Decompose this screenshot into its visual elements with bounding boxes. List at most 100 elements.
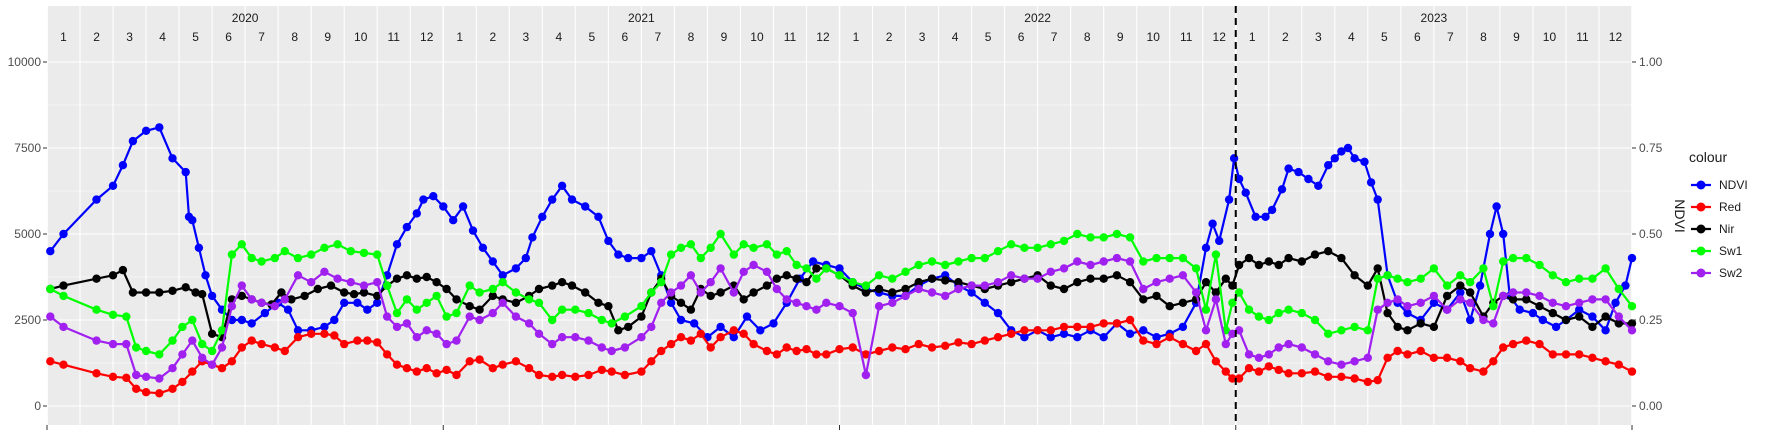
data-point <box>178 377 187 387</box>
data-point <box>1112 253 1122 263</box>
data-point <box>980 336 989 345</box>
data-point <box>237 281 246 290</box>
data-point <box>861 281 871 290</box>
data-point <box>1350 322 1359 332</box>
data-point <box>1254 312 1264 321</box>
data-point <box>1059 322 1069 332</box>
data-point <box>686 336 696 345</box>
data-point <box>237 240 246 249</box>
data-point <box>1020 274 1029 283</box>
data-point <box>1575 312 1584 321</box>
data-point <box>607 367 616 376</box>
data-point <box>1297 369 1307 378</box>
data-point <box>1456 271 1465 280</box>
data-point <box>270 343 279 352</box>
data-point <box>861 288 871 297</box>
data-point <box>571 333 580 342</box>
data-point <box>59 229 68 239</box>
data-point <box>475 288 484 297</box>
data-point <box>696 253 705 263</box>
data-point <box>954 278 963 287</box>
data-point <box>237 343 246 352</box>
data-point <box>1152 291 1161 301</box>
data-point <box>141 126 151 135</box>
data-point <box>1178 298 1188 307</box>
data-point <box>402 222 412 232</box>
month-label: 4 <box>1348 30 1355 44</box>
data-point <box>373 278 382 287</box>
data-point <box>168 336 177 345</box>
data-point <box>1456 281 1465 290</box>
data-point <box>1548 350 1558 359</box>
data-point <box>1575 274 1584 283</box>
data-point <box>1099 274 1108 283</box>
data-point <box>132 343 141 352</box>
data-point <box>59 281 68 290</box>
data-point <box>1234 260 1244 270</box>
data-point <box>132 370 141 380</box>
series-layer <box>46 123 1637 398</box>
data-point <box>1310 367 1320 376</box>
data-point <box>1429 322 1439 332</box>
data-point <box>716 333 725 342</box>
data-point <box>980 281 989 290</box>
year-label: 2021 <box>628 11 655 25</box>
data-point <box>1284 164 1293 173</box>
data-point <box>792 260 801 270</box>
data-point <box>46 357 55 366</box>
data-point <box>637 333 646 342</box>
data-point <box>812 274 821 283</box>
y-right-tick-label: 0.00 <box>1639 399 1663 413</box>
data-point <box>1125 233 1135 242</box>
data-point <box>1350 271 1359 280</box>
data-point <box>1627 367 1637 376</box>
data-point <box>647 247 656 256</box>
data-point <box>597 343 606 352</box>
data-point <box>412 333 421 342</box>
data-point <box>848 278 857 287</box>
data-point <box>333 274 342 283</box>
data-point <box>188 367 197 376</box>
month-label: 9 <box>324 30 331 44</box>
data-point <box>207 360 217 369</box>
legend-item-nir: Nir <box>1691 222 1734 236</box>
data-point <box>1522 253 1531 263</box>
data-point <box>1112 271 1122 280</box>
data-point <box>1073 322 1082 332</box>
month-label: 2 <box>489 30 496 44</box>
data-point <box>980 253 989 263</box>
data-point <box>1403 308 1412 318</box>
data-point <box>1178 253 1188 263</box>
data-point <box>1466 364 1475 373</box>
month-label: 11 <box>387 30 400 44</box>
data-point <box>927 257 937 266</box>
data-point <box>1099 319 1108 328</box>
data-point <box>1324 161 1333 170</box>
data-point <box>716 229 725 239</box>
data-point <box>1522 295 1531 304</box>
data-point <box>511 312 521 321</box>
month-label: 12 <box>420 30 434 44</box>
data-point <box>604 236 613 246</box>
data-point <box>346 278 355 287</box>
data-point <box>534 284 544 294</box>
data-point <box>194 243 204 252</box>
month-label: 11 <box>784 30 797 44</box>
data-point <box>1139 326 1148 335</box>
data-point <box>954 284 963 294</box>
data-point <box>1627 326 1637 335</box>
data-point <box>247 336 256 345</box>
data-point <box>822 298 831 307</box>
data-point <box>1350 154 1359 163</box>
data-point <box>128 288 138 297</box>
data-point <box>141 346 151 356</box>
data-point <box>980 298 989 307</box>
data-point <box>1373 274 1382 283</box>
data-point <box>402 319 412 328</box>
data-point <box>419 195 428 204</box>
data-point <box>1383 271 1392 280</box>
data-point <box>729 250 738 259</box>
data-point <box>769 319 778 328</box>
data-point <box>320 243 329 252</box>
month-label: 10 <box>750 30 764 44</box>
